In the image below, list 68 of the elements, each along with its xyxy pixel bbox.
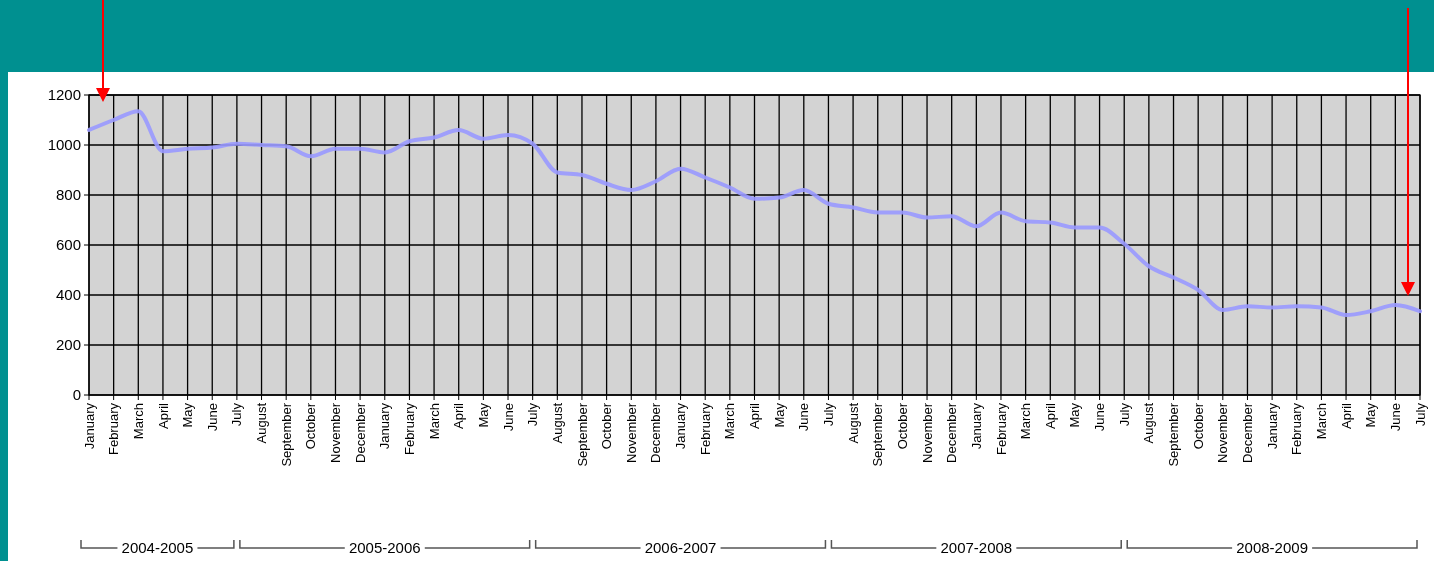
x-tick-label: April <box>747 402 763 430</box>
x-tick-label: February <box>401 402 417 456</box>
x-tick-label: March <box>1313 403 1329 440</box>
x-tick-label: December <box>1240 402 1256 463</box>
x-tick-label: June <box>1092 403 1108 432</box>
x-tick-label: May <box>475 402 491 428</box>
x-tick-label: January <box>1264 402 1280 450</box>
y-tick-label: 1000 <box>47 136 81 154</box>
x-tick-label: November <box>1215 402 1231 463</box>
x-tick-label: February <box>106 402 122 456</box>
y-tick-label: 200 <box>55 336 81 354</box>
x-tick-label: September <box>278 402 294 467</box>
x-tick-label: September <box>1166 402 1182 467</box>
x-tick-label: March <box>130 403 146 440</box>
x-tick-label: November <box>919 402 935 463</box>
line-series <box>87 109 1422 317</box>
x-tick-label: June <box>796 403 812 432</box>
x-tick-label: July <box>1116 402 1132 427</box>
x-tick-label: September <box>870 402 886 467</box>
x-tick-label: November <box>623 402 639 463</box>
x-tick-label: June <box>1387 403 1403 432</box>
x-tick-label: July <box>229 402 245 427</box>
y-tick-label: 800 <box>55 186 81 204</box>
x-tick-label: March <box>722 403 738 440</box>
text: 2008-2009 <box>1236 539 1308 557</box>
x-tick-label: January <box>673 402 689 450</box>
x-tick-label: October <box>1190 402 1206 450</box>
y-tick-label: 600 <box>55 236 81 254</box>
x-tick-label: April <box>155 402 171 430</box>
x-tick-label: February <box>1289 402 1305 456</box>
x-tick-label: August <box>1141 402 1157 444</box>
x-tick-label: January <box>377 402 393 450</box>
text: 2007-2008 <box>940 539 1013 557</box>
x-tick-label: October <box>303 402 319 450</box>
x-tick-label: March <box>1018 403 1034 440</box>
x-tick-label: April <box>1042 402 1058 430</box>
text: 2006-2007 <box>644 539 717 557</box>
text: 2005-2006 <box>348 539 421 557</box>
x-tick-label: April <box>1338 402 1354 430</box>
y-tick-label: 0 <box>72 386 81 404</box>
x-tick-label: July <box>1412 402 1428 427</box>
y-tick-label: 1200 <box>47 86 81 104</box>
x-tick-label: June <box>500 403 516 432</box>
x-tick-label: June <box>204 403 220 432</box>
x-tick-label: December <box>648 402 664 463</box>
x-tick-label: October <box>599 402 615 450</box>
x-tick-label: August <box>254 402 270 444</box>
x-tick-label: January <box>968 402 984 450</box>
x-tick-label: March <box>426 403 442 440</box>
x-tick-label: August <box>549 402 565 444</box>
x-tick-label: May <box>771 402 787 428</box>
x-tick-label: May <box>180 402 196 428</box>
y-tick-label: 400 <box>55 286 81 304</box>
x-tick-label: September <box>574 402 590 467</box>
x-tick-label: December <box>944 402 960 463</box>
x-tick-label: July <box>525 402 541 427</box>
x-tick-label: October <box>894 402 910 450</box>
x-tick-label: May <box>1067 402 1083 428</box>
text: 2004-2005 <box>121 539 194 557</box>
x-tick-label: February <box>697 402 713 456</box>
x-tick-label: April <box>451 402 467 430</box>
x-tick-label: May <box>1363 402 1379 428</box>
x-tick-label: December <box>352 402 368 463</box>
x-tick-label: July <box>820 402 836 427</box>
x-tick-label: November <box>328 402 344 463</box>
x-tick-label: February <box>993 402 1009 456</box>
x-tick-label: January <box>81 402 97 450</box>
x-tick-label: August <box>845 402 861 444</box>
